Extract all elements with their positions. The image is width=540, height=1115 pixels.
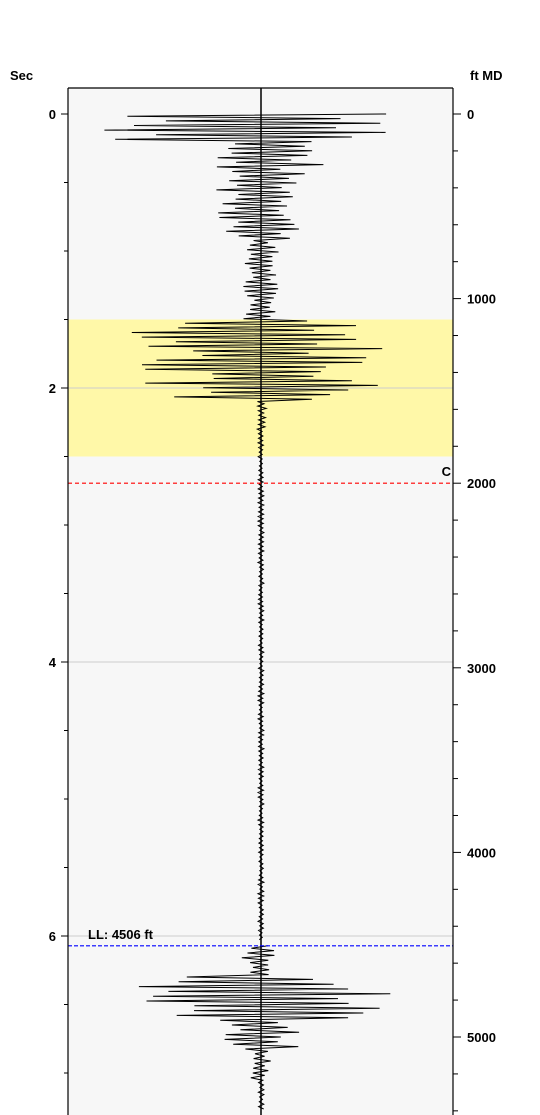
upper-trace xyxy=(104,113,387,941)
lower-trace-line xyxy=(138,945,391,1110)
left-tick-label: 6 xyxy=(49,929,56,944)
right-axis-ticks: 0 1000 2000 3000 4000 5000 xyxy=(453,107,496,1112)
left-tick-label: 4 xyxy=(49,655,57,670)
left-tick-label: 2 xyxy=(49,381,56,396)
right-tick-label: 0 xyxy=(467,107,474,122)
right-tick-label: 2000 xyxy=(467,476,496,491)
left-axis-title: Sec xyxy=(10,68,33,83)
marker-ll-label: LL: 4506 ft xyxy=(88,927,154,942)
left-tick-label: 0 xyxy=(49,107,56,122)
right-tick-label: 1000 xyxy=(467,292,496,307)
right-axis-title: ft MD xyxy=(470,68,503,83)
right-tick-label: 5000 xyxy=(467,1030,496,1045)
left-axis-ticks: 0 2 4 6 xyxy=(49,107,68,1074)
marker-c-label: C xyxy=(442,464,452,479)
lower-trace xyxy=(138,945,391,1110)
upper-trace-line xyxy=(104,113,387,941)
right-tick-label: 4000 xyxy=(467,845,496,860)
right-tick-label: 3000 xyxy=(467,661,496,676)
